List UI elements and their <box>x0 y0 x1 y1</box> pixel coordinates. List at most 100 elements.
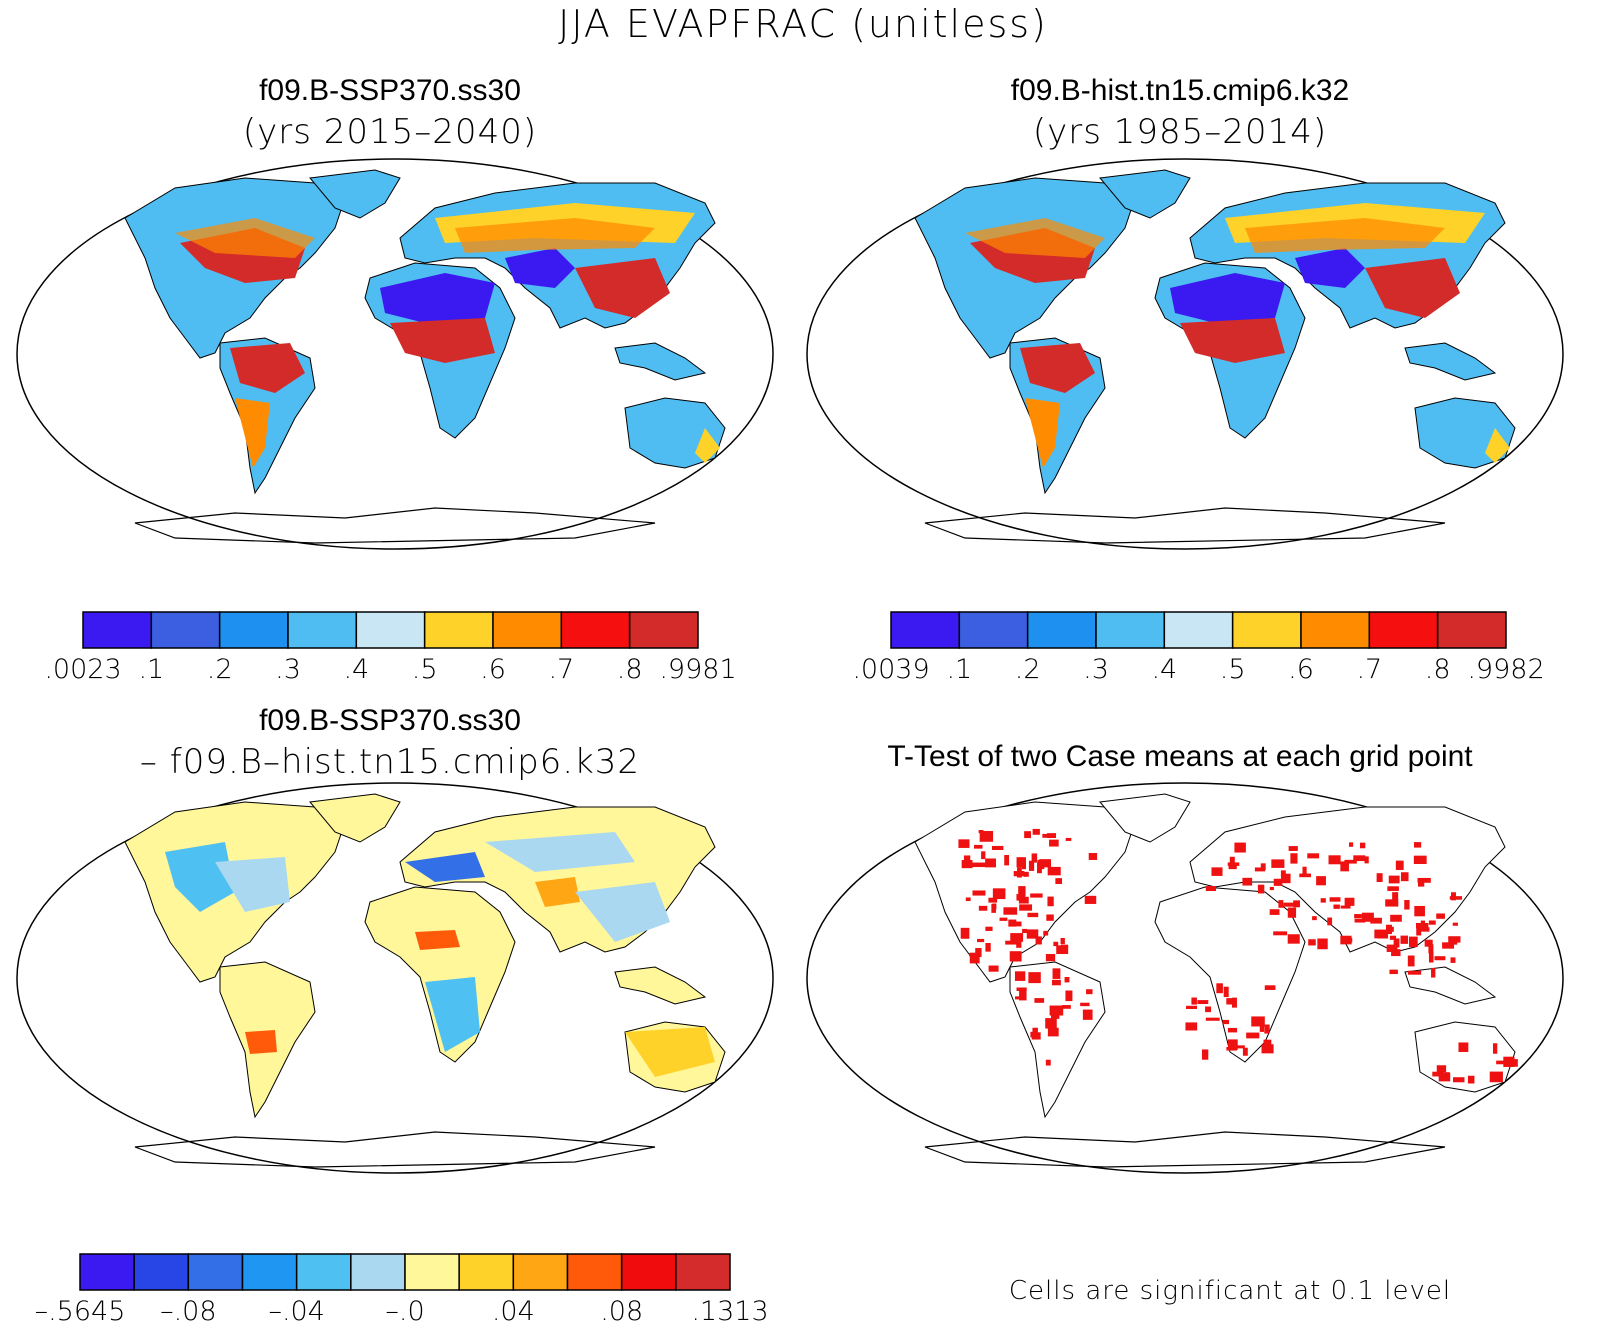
significant-cell <box>1273 931 1288 936</box>
colorbar-swatch <box>566 1253 623 1291</box>
significant-cell <box>1340 935 1352 945</box>
significant-cell <box>1018 886 1026 897</box>
difference-field <box>124 793 726 1118</box>
colorbar-swatch <box>133 1253 190 1291</box>
significant-cell <box>1019 989 1027 1001</box>
colorbar-tick-label: .7 <box>1356 654 1382 685</box>
significant-cell <box>1264 985 1276 990</box>
significant-cell <box>1391 949 1401 957</box>
significant-cell <box>1028 972 1041 984</box>
colorbar-swatch <box>1300 611 1371 649</box>
significant-cell <box>1228 1039 1238 1050</box>
significant-cell <box>1205 1017 1220 1021</box>
significant-cell <box>1344 897 1355 906</box>
significant-cell <box>958 839 970 848</box>
significant-cell <box>1082 1009 1093 1020</box>
significant-cell <box>1280 870 1286 877</box>
significant-cell <box>1489 1071 1503 1083</box>
significant-cell <box>1290 853 1298 864</box>
panel-diff-subtitle: – f09.B–hist.tn15.cmip6.k32 <box>139 742 641 782</box>
colorbar-tick-label: .9981 <box>659 654 736 685</box>
significant-cell <box>991 903 996 913</box>
significant-cell <box>985 926 993 931</box>
map-panel-difference <box>16 782 774 1174</box>
colorbar-swatch <box>675 1253 731 1291</box>
panel-case2-years: (yrs 1985–2014) <box>1032 112 1328 152</box>
significant-cell <box>975 948 982 957</box>
significant-cell <box>978 905 988 911</box>
significant-cell <box>1060 938 1065 945</box>
significant-cell <box>1061 1005 1071 1009</box>
colorbar-tick-label: .08 <box>600 1296 643 1323</box>
significant-cell <box>988 897 998 903</box>
significant-cell <box>1353 855 1366 862</box>
significant-cell <box>1328 855 1341 865</box>
significant-cell <box>1387 886 1399 891</box>
significant-cell <box>988 965 999 972</box>
ttest-footnote: Cells are significant at 0.1 level <box>1008 1276 1452 1306</box>
significant-cell <box>1390 914 1402 922</box>
significant-cell <box>1242 877 1253 886</box>
significant-cell <box>1364 856 1369 864</box>
significant-cell <box>1327 917 1333 926</box>
significant-cell <box>1064 976 1070 983</box>
colorbar-swatch <box>423 611 494 649</box>
colorbar-tick-label: .8 <box>1425 654 1451 685</box>
colorbar-swatch <box>1368 611 1439 649</box>
significant-cell <box>1086 989 1093 995</box>
colorbar-swatch <box>560 611 631 649</box>
significant-cell <box>1496 1060 1504 1065</box>
significant-cell <box>1045 1059 1051 1066</box>
significant-cell <box>969 952 980 964</box>
significant-cell <box>1424 939 1433 947</box>
significant-cell <box>1361 912 1374 922</box>
significant-cell <box>1432 1071 1444 1077</box>
colorbar-tick-label: .1 <box>138 654 164 685</box>
colorbar-tick-label: .6 <box>1288 654 1314 685</box>
significant-cell <box>985 858 996 868</box>
colorbar-swatch <box>404 1253 460 1291</box>
significant-cell <box>971 862 986 868</box>
significant-cell <box>1226 998 1233 1005</box>
colorbar-swatch <box>218 611 289 649</box>
significant-cell <box>1022 928 1027 934</box>
colorbar-swatch <box>150 611 221 649</box>
significant-cell <box>1408 936 1418 948</box>
significant-cell <box>1385 899 1399 907</box>
colorbar-swatch <box>958 611 1029 649</box>
significant-cell <box>1226 1046 1237 1051</box>
significant-cell <box>1191 997 1197 1005</box>
colorbar-swatch <box>355 611 426 649</box>
significant-cell <box>985 942 991 952</box>
significant-cell <box>1436 913 1445 919</box>
significant-cell <box>1320 898 1326 903</box>
significant-cell <box>1287 907 1297 918</box>
significant-cell <box>1307 853 1320 859</box>
significant-cell <box>1047 866 1061 876</box>
significant-cell <box>1376 873 1383 883</box>
colorbar-swatch <box>890 611 961 649</box>
significant-cell <box>1031 853 1038 863</box>
significant-cell <box>1492 1043 1498 1054</box>
significant-cell <box>1415 922 1429 929</box>
significant-cell <box>1260 863 1266 871</box>
significant-cell <box>1045 1018 1057 1029</box>
colorbar-swatch <box>295 1253 352 1291</box>
significant-cell <box>1034 998 1045 1003</box>
significant-cell <box>1312 916 1317 921</box>
colorbar-swatch <box>1436 611 1507 649</box>
colorbar-tick-label: .3 <box>1083 654 1109 685</box>
significant-cell <box>1035 936 1042 945</box>
significant-cell <box>1227 1027 1238 1033</box>
colorbar-swatch <box>458 1253 515 1291</box>
significant-cell <box>1449 896 1463 900</box>
significant-cell <box>1234 842 1246 853</box>
significant-cell <box>1016 987 1027 991</box>
significant-cell <box>1408 970 1422 975</box>
significant-cell <box>1340 905 1351 909</box>
colorbar-tick-label: .5 <box>412 654 438 685</box>
significant-cell <box>1019 904 1033 911</box>
significant-cell <box>1388 875 1400 884</box>
colorbar-case2: .0039 .1 .2 .3 .4 .5 .6 .7 .8 .9982 <box>852 611 1545 685</box>
